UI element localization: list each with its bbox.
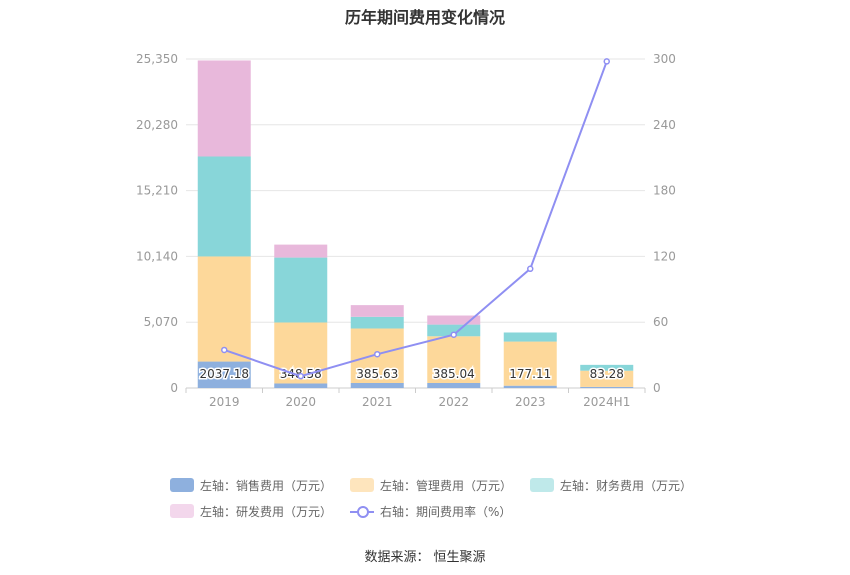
bar-segment-series0: [350, 382, 404, 388]
legend-swatch-sales: [170, 478, 194, 492]
x-axis-tick-label: 2024H1: [583, 395, 630, 409]
rate-point: [297, 372, 304, 380]
right-axis-tick-label: 240: [653, 118, 676, 132]
bar-segment-series2: [197, 156, 251, 257]
rate-point: [374, 350, 381, 358]
bar-segment-series0: [503, 385, 557, 388]
legend-label-rnd: 左轴：研发费用（万元）: [200, 504, 333, 519]
x-axis-tick-label: 2019: [209, 395, 240, 409]
bar-segment-series1: [427, 336, 481, 384]
bar-segment-series2: [503, 332, 557, 342]
left-axis-tick-label: 10,140: [136, 249, 178, 263]
right-axis-tick-label: 300: [653, 52, 676, 66]
rate-point: [527, 265, 534, 273]
chart-title: 历年期间费用变化情况: [344, 8, 505, 27]
bar-segment-series3: [274, 244, 328, 258]
legend-label-admin: 左轴：管理费用（万元）: [380, 478, 513, 493]
legend-swatch-admin: [350, 478, 375, 492]
legend-label-sales: 左轴：销售费用（万元）: [200, 478, 333, 493]
bar-segment-series1: [503, 341, 557, 386]
legend-swatch-rnd: [170, 504, 194, 518]
bar-segment-series3: [197, 60, 251, 157]
legend-label-rate: 右轴：期间费用率（%）: [380, 504, 512, 519]
bar-value-label: 385.04: [433, 367, 475, 381]
bar-segment-series2: [580, 364, 634, 371]
right-axis-tick-label: 0: [653, 381, 661, 395]
legend-label-finance: 左轴：财务费用（万元）: [560, 478, 693, 493]
legend-swatch-finance: [530, 478, 555, 492]
bar-segment-series2: [427, 324, 481, 337]
bar-segment-series3: [350, 305, 404, 317]
legend-item-rnd[interactable]: 左轴：研发费用（万元）: [170, 503, 332, 520]
x-axis-tick-label: 2020: [285, 395, 316, 409]
right-axis-tick-label: 180: [653, 184, 676, 198]
bar-value-label: 83.28: [590, 367, 624, 381]
x-axis-tick-label: 2021: [362, 395, 393, 409]
rate-line: [223, 61, 608, 378]
bar-value-label: 177.11: [509, 367, 551, 381]
legend-item-finance[interactable]: 左轴：财务费用（万元）: [530, 477, 692, 494]
legend-swatch-rate: [350, 504, 375, 518]
left-axis-tick-label: 15,210: [136, 184, 178, 198]
bar-segment-series2: [350, 316, 404, 329]
legend-item-rate[interactable]: 右轴：期间费用率（%）: [350, 503, 511, 520]
right-axis-tick-label: 60: [653, 315, 668, 329]
x-axis-tick-label: 2023: [515, 395, 546, 409]
left-axis-tick-label: 0: [170, 381, 178, 395]
legend-item-sales[interactable]: 左轴：销售费用（万元）: [170, 477, 332, 494]
rate-point: [603, 58, 610, 65]
data-source-value: 恒生聚源: [433, 550, 486, 565]
bar-segment-series0: [274, 383, 328, 388]
data-source-label: 数据来源：: [364, 550, 430, 565]
bar-value-label: 385.63: [356, 367, 398, 381]
rate-point: [450, 331, 457, 338]
x-axis-tick-label: 2022: [438, 395, 469, 409]
bar-segment-series3: [427, 315, 481, 325]
bar-segment-series0: [197, 361, 251, 388]
bar-segment-series2: [274, 257, 328, 323]
bar-segment-series1: [580, 370, 634, 387]
bar-value-label: 2037.18: [199, 367, 249, 381]
data-source: 数据来源： 恒生聚源: [0, 546, 850, 565]
chart-area: 0 0 5,070 60 10,140 120 15,210 180 20,280 240 25,3…: [136, 52, 676, 409]
right-axis-tick-label: 120: [653, 249, 676, 263]
left-axis-tick-label: 5,070: [144, 315, 178, 329]
bar-segment-series0: [580, 386, 634, 388]
bar-segment-series0: [427, 383, 481, 388]
left-axis-tick-label: 25,350: [136, 52, 178, 66]
legend-item-admin[interactable]: 左轴：管理费用（万元）: [350, 477, 512, 494]
left-axis-tick-label: 20,280: [136, 118, 178, 132]
bar-segment-series1: [197, 256, 251, 362]
rate-point: [221, 346, 228, 354]
legend: 左轴：销售费用（万元） 左轴：管理费用（万元） 左轴：财务费用（万元） 左轴：研…: [170, 472, 730, 524]
